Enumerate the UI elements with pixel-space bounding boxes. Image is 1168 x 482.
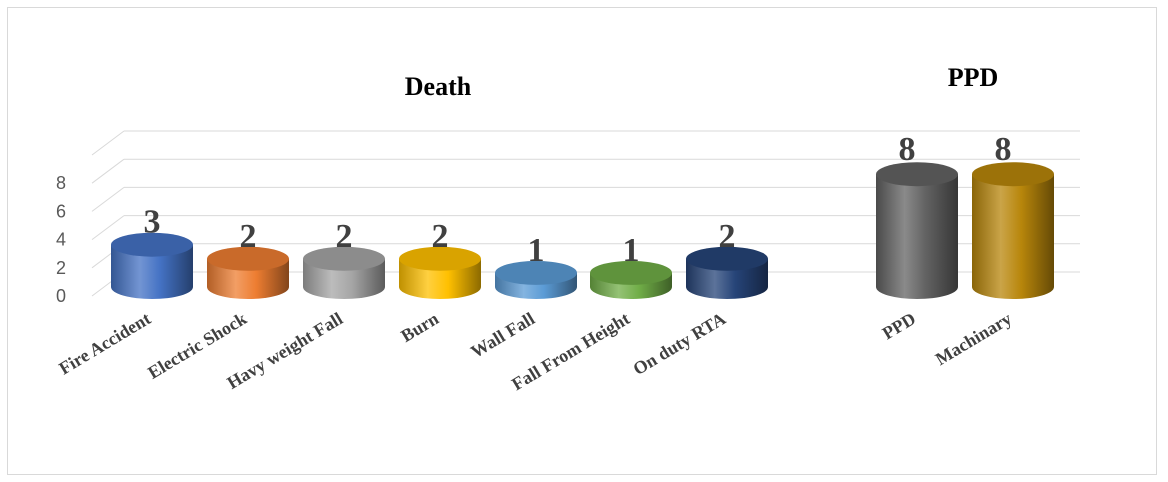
y-tick-label: 6 <box>56 201 66 221</box>
bar-death <box>495 260 577 299</box>
data-label: 3 <box>144 204 161 241</box>
data-label: 2 <box>432 218 449 255</box>
data-label: 2 <box>719 218 736 255</box>
bar-death <box>207 246 289 299</box>
bars <box>111 162 1054 299</box>
x-tick-label: Burn <box>397 308 442 346</box>
x-tick-label: Wall Fall <box>467 308 538 361</box>
bar-death <box>590 260 672 299</box>
data-labels: 3 2 2 2 1 1 2 8 8 <box>144 131 1012 269</box>
data-label: 2 <box>336 218 353 255</box>
bar-ppd <box>876 162 958 299</box>
data-label: 2 <box>240 218 257 255</box>
chart-frame <box>7 7 1157 475</box>
x-tick-label: On duty RTA <box>630 308 730 379</box>
bar-death <box>399 246 481 299</box>
data-label: 8 <box>899 131 916 168</box>
y-tick-label: 4 <box>56 230 66 250</box>
bar-death <box>303 246 385 299</box>
x-tick-label: PPD <box>879 308 919 343</box>
bar-death <box>686 246 768 299</box>
chart-title-ppd: PPD <box>948 63 999 92</box>
gridline <box>91 130 1080 156</box>
y-tick-label: 0 <box>56 286 66 306</box>
data-label: 1 <box>623 232 640 269</box>
y-tick-label: 2 <box>56 258 66 278</box>
gridline <box>91 158 1080 184</box>
y-tick-label: 8 <box>56 173 66 193</box>
chart-title-death: Death <box>405 72 472 101</box>
data-label: 1 <box>528 232 545 269</box>
bar-ppd <box>972 162 1054 299</box>
data-label: 8 <box>995 131 1012 168</box>
x-tick-label: Fire Accident <box>55 308 154 378</box>
y-axis-ticks: 0 2 4 6 8 <box>56 173 66 306</box>
bar-death <box>111 232 193 299</box>
x-tick-label: Machinary <box>932 308 1015 369</box>
